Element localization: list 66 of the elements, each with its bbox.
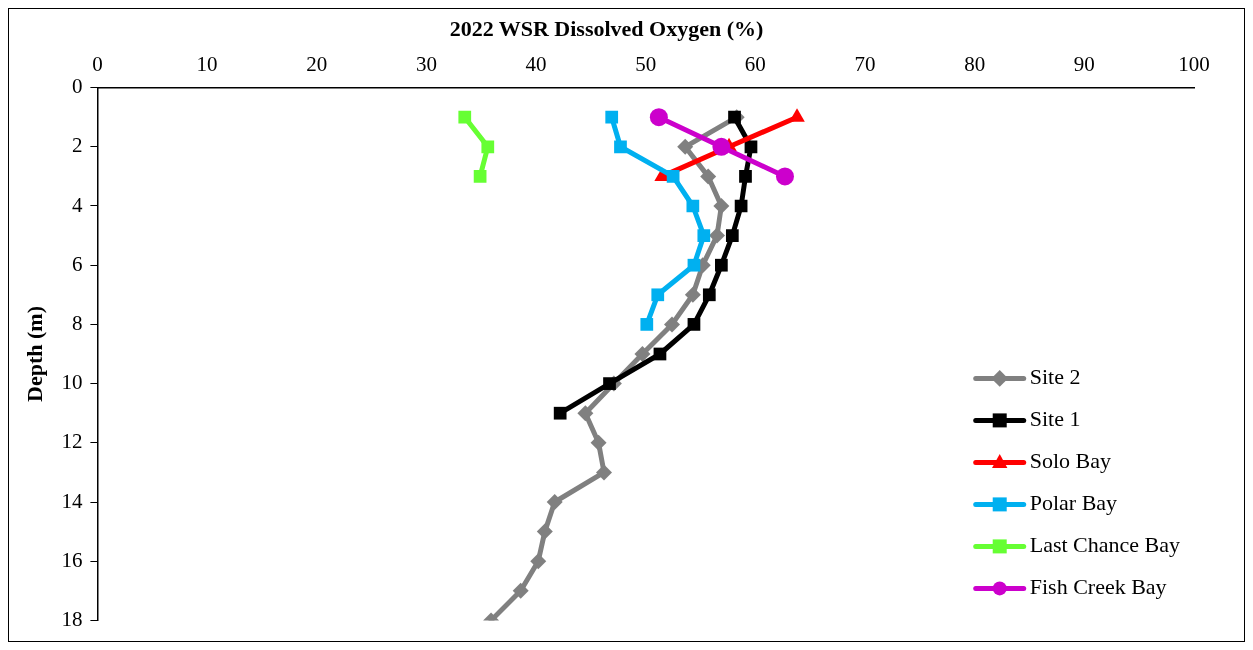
y-tick-label: 4 [71, 192, 83, 217]
point [702, 288, 716, 302]
legend-label: Fish Creek Bay [1029, 574, 1167, 600]
y-tick-label: 0 [71, 74, 83, 99]
y-tick-label: 6 [71, 251, 83, 276]
y-tick-label: 8 [71, 310, 83, 335]
point [536, 523, 553, 540]
point [715, 258, 728, 272]
legend-label: Polar Bay [1029, 490, 1118, 516]
point [634, 346, 651, 362]
y-axis-title: Depth (m) [21, 306, 47, 402]
point [530, 553, 547, 570]
point [605, 110, 619, 124]
point [687, 258, 701, 272]
point [481, 140, 495, 154]
point [546, 494, 563, 510]
x-tick-label: 30 [415, 51, 437, 76]
legend-label: Solo Bay [1029, 448, 1112, 474]
x-tick-label: 40 [525, 51, 547, 76]
point [725, 229, 739, 242]
point [596, 464, 613, 481]
x-tick-label: 50 [635, 51, 657, 76]
point [677, 138, 694, 155]
legend-label: Last Chance Bay [1029, 532, 1181, 558]
point [708, 227, 725, 244]
y-tick-label: 10 [61, 370, 83, 395]
y-tick-label: 14 [61, 488, 83, 513]
point [664, 316, 681, 333]
legend-label: Site 2 [1029, 364, 1081, 390]
point [666, 170, 680, 183]
point [512, 582, 529, 599]
point [473, 170, 487, 183]
point [684, 286, 701, 303]
chart-title: 2022 WSR Dissolved Oxygen (%) [449, 15, 764, 41]
x-tick-label: 0 [92, 51, 103, 76]
point [713, 198, 730, 214]
legend-label: Site 1 [1029, 406, 1081, 432]
x-tick-label: 100 [1178, 51, 1210, 76]
x-tick-label: 80 [964, 51, 986, 76]
point [590, 434, 607, 451]
x-tick-label: 60 [744, 51, 766, 76]
x-tick-label: 70 [854, 51, 876, 76]
point [649, 108, 668, 127]
point [553, 406, 567, 420]
point [458, 110, 472, 124]
point [651, 288, 665, 302]
point [614, 140, 627, 154]
point [775, 167, 794, 186]
point [687, 318, 701, 331]
y-tick-label: 2 [71, 133, 83, 158]
point [728, 110, 741, 124]
point [577, 405, 594, 422]
x-tick-label: 10 [196, 51, 218, 76]
x-tick-label: 90 [1073, 51, 1095, 76]
y-tick-label: 12 [61, 429, 83, 454]
point [686, 199, 700, 213]
point [712, 137, 731, 156]
point [640, 318, 654, 331]
y-tick-label: 18 [61, 606, 83, 631]
point [697, 229, 711, 242]
point [739, 170, 752, 183]
y-tick-label: 16 [61, 547, 83, 572]
x-tick-label: 20 [306, 51, 328, 76]
point [744, 140, 758, 154]
point [700, 168, 717, 185]
point [603, 377, 616, 390]
